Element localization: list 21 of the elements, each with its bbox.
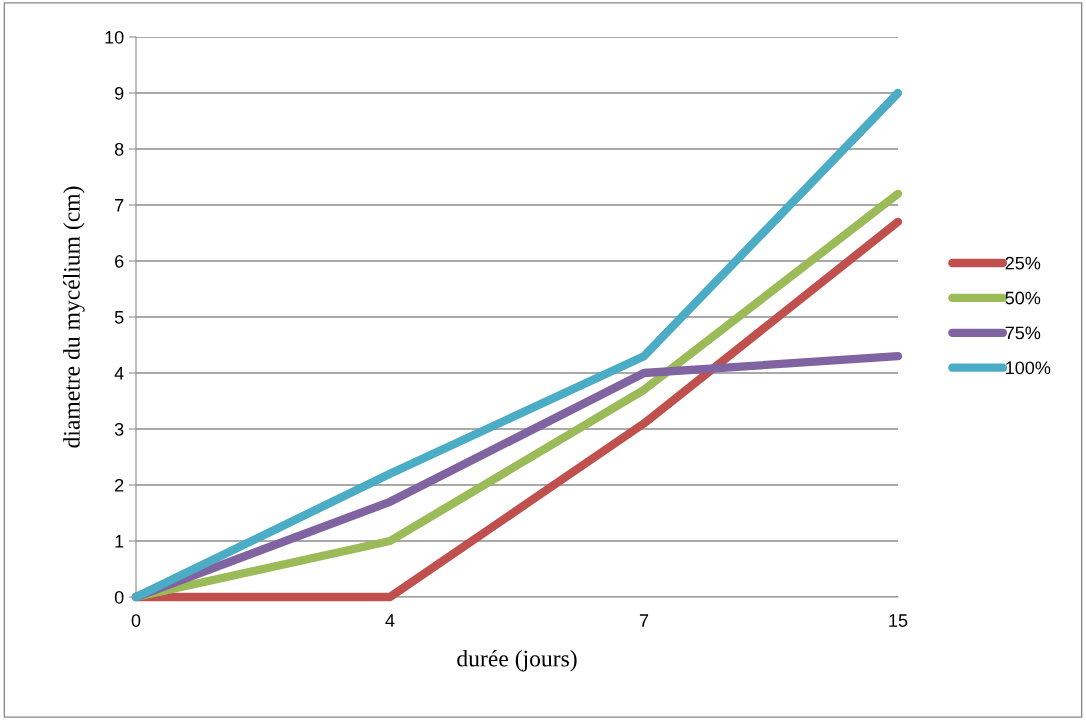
y-tick-label: 10 <box>105 30 124 44</box>
legend-label: 50% <box>1005 291 1041 305</box>
x-tick-label: 0 <box>131 614 141 627</box>
legend-label: 25% <box>1005 256 1041 270</box>
x-tick-label: 15 <box>889 614 908 627</box>
y-tick-label: 6 <box>115 254 124 268</box>
legend-label: 100% <box>1006 361 1051 375</box>
y-tick-label: 2 <box>115 478 124 492</box>
y-tick-label: 5 <box>114 311 124 324</box>
y-tick-label: 8 <box>114 142 124 156</box>
y-tick-label: 1 <box>115 535 124 548</box>
x-axis-title: durée (jours) <box>457 649 577 672</box>
y-axis-title: diametre du mycélium (cm) <box>63 186 85 448</box>
legend-label: 75% <box>1005 326 1041 340</box>
x-tick-label: 4 <box>385 614 395 627</box>
y-tick-label: 0 <box>114 590 124 604</box>
y-tick-label: 9 <box>115 86 124 100</box>
y-tick-label: 7 <box>115 199 124 212</box>
y-tick-label: 3 <box>114 422 124 436</box>
x-tick-label: 7 <box>639 614 649 627</box>
y-tick-label: 4 <box>114 367 124 380</box>
